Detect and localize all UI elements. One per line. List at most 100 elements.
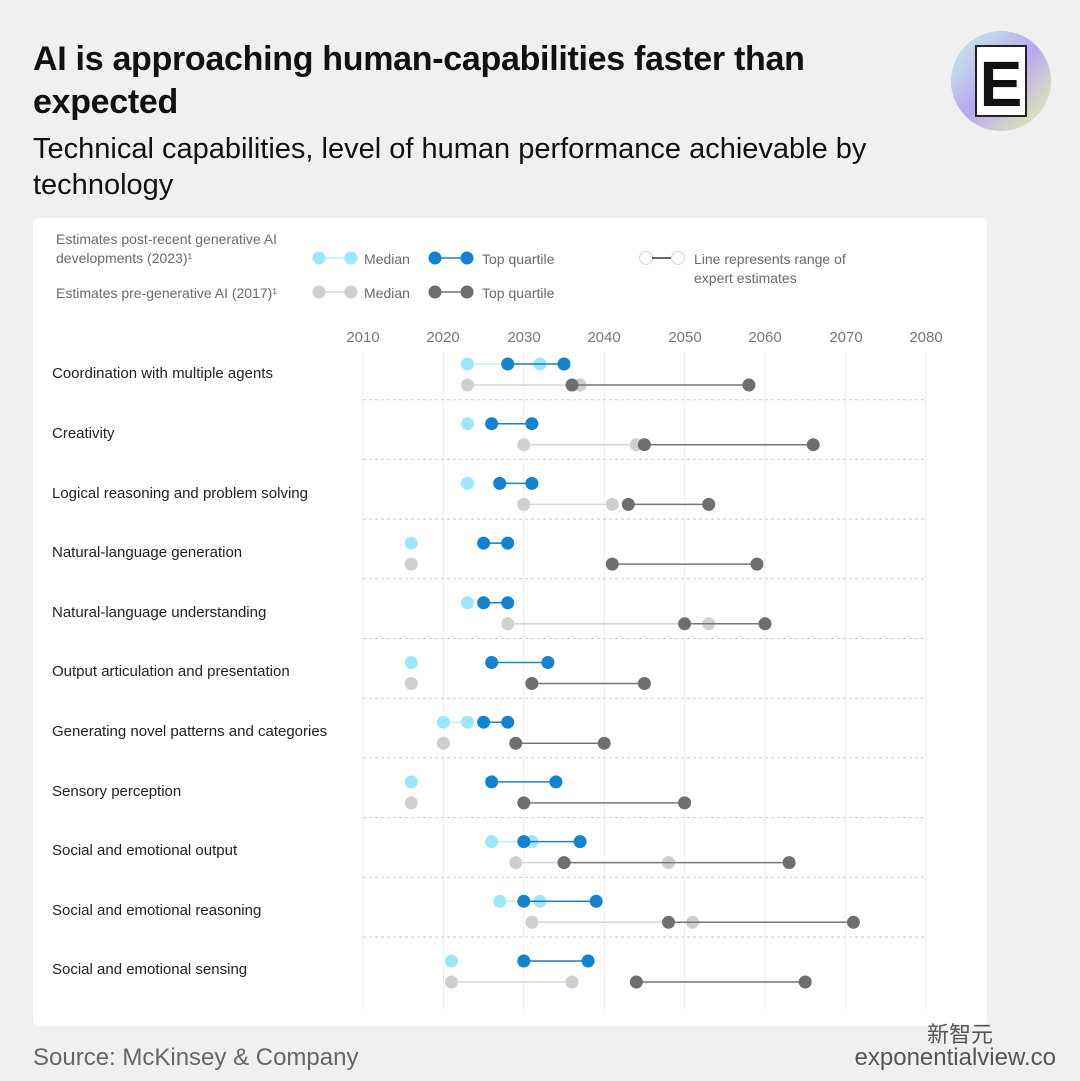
top-quartile-2017-point-start [557,856,571,870]
median-2023-point-start [461,476,475,490]
category-label: Logical reasoning and problem solving [52,485,308,502]
median-2017-point-start [517,497,531,511]
category-label: Sensory perception [52,783,182,800]
top-quartile-2023-point-end [541,656,555,669]
top-quartile-2023-point-end [581,954,595,968]
range-symbol-circle [670,250,686,266]
median-2023-point-start [404,775,418,789]
top-quartile-2017-point-end [742,378,756,392]
top-quartile-2023-point-start [477,715,491,729]
median-2017-point-start [501,617,515,631]
median-2017-point-end [565,975,579,989]
top-quartile-2017-point-start [678,617,692,631]
watermark: 新智元 [927,1022,994,1047]
top-quartile-2023-point-end [525,417,539,431]
legend-2017-label: Estimates pre-generative AI (2017)¹ [56,285,277,301]
category-label: Natural-language understanding [52,604,267,621]
legend-range-note: Line represents range of expert estimate… [694,251,846,286]
top-quartile-2023-point-end [573,835,587,849]
x-tick-label: 2060 [748,329,782,346]
top-quartile-2023-point-end [501,596,515,610]
median-2017-point-start [436,736,450,750]
median-2023-legend-dot [312,251,326,265]
x-tick-label: 2070 [829,329,863,346]
legend-2023-label: Estimates post-recent generative AI deve… [56,231,277,266]
x-tick-label: 2020 [426,329,460,346]
median-2017-point-start [509,856,523,870]
category-label: Coordination with multiple agents [52,365,273,382]
chart-subtitle: Technical capabilities, level of human p… [33,133,867,201]
top-quartile-2017-point-start [637,438,651,452]
top-quartile-2023-point-start [485,417,499,431]
top-quartile-2017-point-end [750,557,764,571]
top-quartile-2023-point-start [501,357,515,371]
top-quartile-2017-point-start [517,796,531,810]
top-quartile-2023-point-end [501,715,515,729]
top-quartile-2023-point-start [477,596,491,610]
top-quartile-2017-point-start [662,915,676,929]
x-tick-label: 2050 [668,329,702,346]
top-quartile-2023-point-start [517,954,531,968]
category-label: Creativity [52,425,115,442]
top-quartile-2017-point-end [846,915,860,929]
range-symbol-circle [638,250,654,266]
top-quartile-2017-point-end [758,617,772,631]
median-2017-point-start [404,557,418,571]
category-label: Natural-language generation [52,544,243,561]
top-quartile-2023-point-start [517,835,531,849]
legend-median-2023: Median [364,251,410,267]
top-quartile-2023-legend-dot [428,251,442,265]
median-2017-point-start [404,796,418,810]
median-2017-point-start [461,378,475,392]
median-2017-legend-dot [344,285,358,299]
top-quartile-2023-point-end [589,894,603,908]
median-2023-legend-dot [344,251,358,265]
site-credit: exponentialview.co [854,1044,1056,1071]
top-quartile-2017-point-start [509,736,523,750]
median-2023-point-start [461,417,475,431]
top-quartile-2017-point-start [621,497,635,511]
median-2017-point-end [605,497,619,511]
top-quartile-2017-point-end [637,677,651,690]
top-quartile-2017-point-start [605,557,619,571]
median-2023-point-start [444,954,458,968]
chart-title: AI is approaching human-capabilities fas… [33,40,805,121]
median-2023-point-start [461,596,475,610]
legend-top-2023: Top quartile [482,251,555,267]
median-2023-point-start [404,656,418,669]
source-note: Source: McKinsey & Company [33,1044,359,1071]
top-quartile-2023-point-end [549,775,563,789]
category-label: Social and emotional reasoning [52,902,262,919]
median-2023-point-start [436,715,450,729]
median-2017-legend-dot [312,285,326,299]
category-label: Output articulation and presentation [52,663,290,680]
top-quartile-2017-point-end [782,856,796,870]
top-quartile-2017-point-end [806,438,820,452]
top-quartile-2017-point-start [629,975,643,989]
median-2023-point-start [404,536,418,550]
top-quartile-2017-legend-dot [428,285,442,299]
x-tick-label: 2080 [909,329,943,346]
x-tick-label: 2030 [507,329,541,346]
median-2023-point-start [485,835,499,849]
legend-top-2017: Top quartile [482,285,555,301]
category-label: Social and emotional output [52,842,238,859]
top-quartile-2023-point-start [493,476,507,490]
top-quartile-2017-point-end [702,497,716,511]
category-label: Generating novel patterns and categories [52,723,328,740]
top-quartile-2023-point-start [517,894,531,908]
top-quartile-2017-point-start [525,677,539,690]
x-tick-label: 2040 [587,329,621,346]
x-tick-label: 2010 [346,329,380,346]
exponential-view-logo: E [951,31,1051,131]
median-2017-point-start [517,438,531,452]
median-2017-point-start [444,975,458,989]
top-quartile-2017-point-start [565,378,579,392]
median-2017-point-start [404,677,418,690]
top-quartile-2023-point-end [501,536,515,550]
top-quartile-2017-point-end [678,796,692,810]
top-quartile-2017-legend-dot [460,285,474,299]
top-quartile-2023-point-start [477,536,491,550]
top-quartile-2023-point-end [525,476,539,490]
